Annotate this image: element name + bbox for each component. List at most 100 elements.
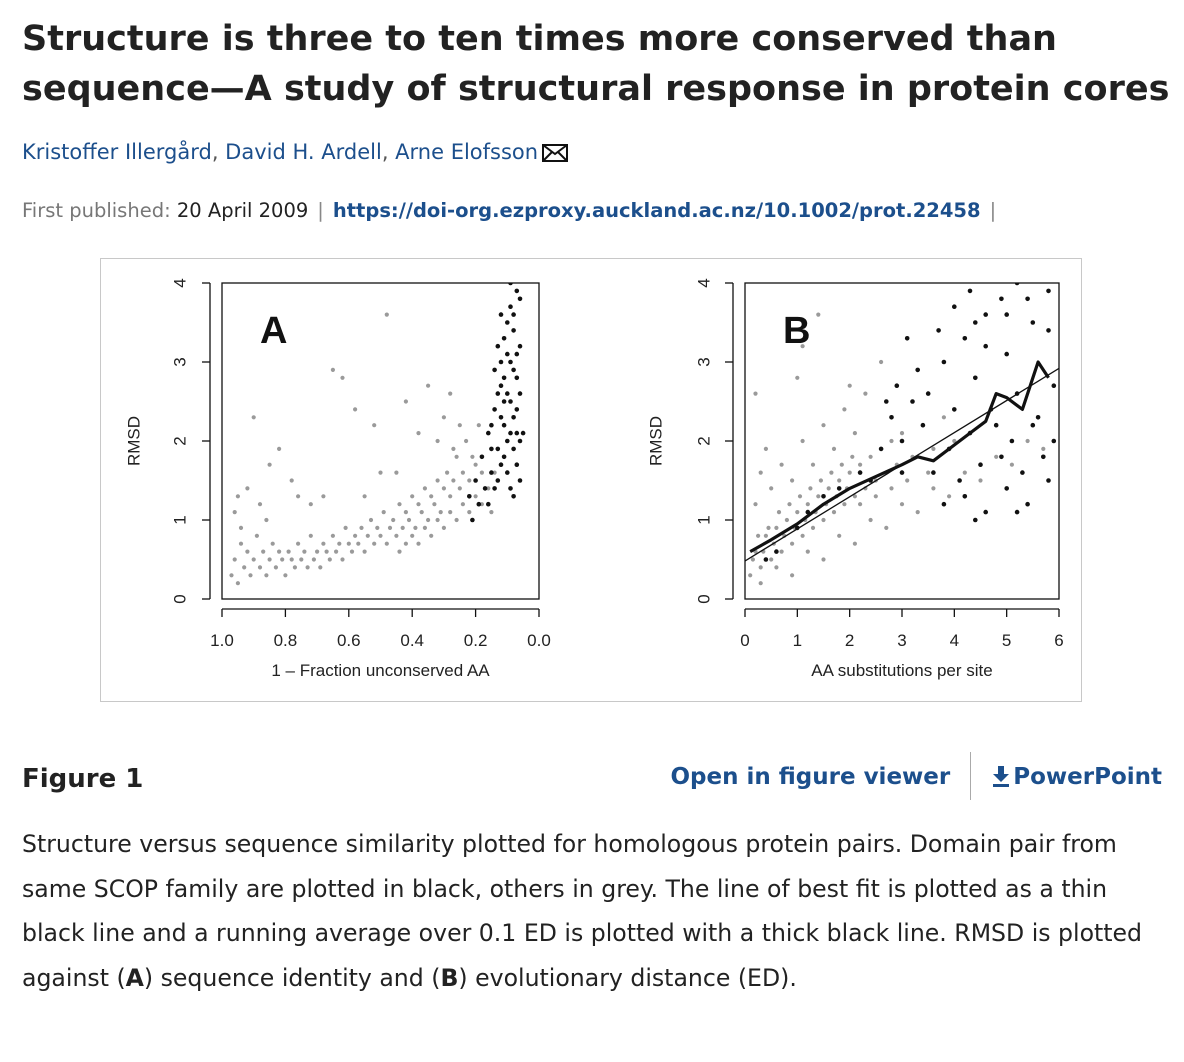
- data-point-family: [501, 422, 507, 428]
- data-point-other: [330, 533, 335, 538]
- data-point-family: [899, 438, 905, 444]
- figure-image[interactable]: A 1.0 0.8 0.6 0.4 0.2 0.0 1 – Fraction unconser…: [100, 258, 1082, 702]
- data-point-other: [839, 462, 844, 467]
- author-link[interactable]: David H. Ardell: [225, 140, 382, 164]
- data-point-other: [769, 486, 774, 491]
- data-point-other: [774, 525, 779, 530]
- data-point-other: [296, 541, 301, 546]
- data-point-family: [498, 359, 504, 365]
- data-point-family: [899, 470, 905, 475]
- data-point-other: [315, 549, 320, 554]
- data-point-family: [508, 399, 513, 404]
- x-tick-label: 0: [740, 631, 749, 650]
- data-point-family: [821, 494, 826, 499]
- data-point-other: [441, 415, 446, 420]
- author-link[interactable]: Kristoffer Illergård: [22, 140, 212, 164]
- data-point-other: [818, 478, 824, 483]
- data-point-other: [416, 431, 421, 436]
- data-point-other: [947, 494, 952, 499]
- data-point-other: [805, 502, 810, 507]
- data-point-other: [413, 525, 418, 530]
- data-point-family: [501, 375, 507, 381]
- y-tick-label: 2: [694, 436, 713, 445]
- data-point-family: [962, 494, 968, 499]
- running-average-line: [749, 360, 1050, 553]
- data-point-family: [508, 359, 513, 365]
- x-tick-label: 0.8: [274, 631, 298, 650]
- data-point-other: [821, 517, 826, 523]
- panel-label: A: [260, 310, 287, 352]
- doi-link[interactable]: https://doi-org.ezproxy.auckland.ac.nz/1…: [332, 199, 981, 222]
- data-point-other: [1025, 438, 1030, 444]
- data-point-other: [410, 533, 415, 538]
- data-point-other: [426, 383, 431, 388]
- data-point-family: [1041, 454, 1046, 460]
- data-point-family: [495, 446, 501, 452]
- data-point-family: [479, 454, 485, 460]
- data-point-other: [816, 312, 821, 317]
- data-point-family: [505, 470, 510, 475]
- data-point-other: [343, 525, 348, 530]
- x-tick-label: 2: [845, 631, 854, 650]
- data-point-other: [334, 549, 339, 554]
- data-point-other: [899, 431, 905, 436]
- data-point-other: [251, 415, 256, 420]
- data-point-family: [489, 422, 494, 428]
- data-point-other: [451, 446, 456, 451]
- data-point-other: [797, 494, 803, 499]
- data-point-family: [495, 343, 501, 349]
- data-point-family: [1030, 422, 1036, 428]
- data-point-family: [498, 415, 504, 420]
- data-point-other: [978, 478, 983, 483]
- author-link[interactable]: Arne Elofsson: [395, 140, 539, 164]
- data-point-other: [941, 415, 947, 420]
- data-point-other: [372, 541, 377, 546]
- figure-actions: Open in figure viewer PowerPoint: [670, 752, 1162, 804]
- data-point-family: [993, 422, 999, 428]
- separator: |: [317, 199, 324, 222]
- data-point-other: [905, 478, 910, 483]
- author-separator: ,: [211, 140, 226, 164]
- data-point-other: [242, 565, 247, 570]
- data-point-family: [517, 343, 523, 349]
- first-published-label: First published:: [22, 199, 171, 222]
- data-point-other: [435, 517, 440, 523]
- data-points: [745, 283, 1059, 586]
- caption-panel-ref: A: [125, 963, 144, 992]
- data-point-family: [467, 494, 472, 499]
- data-point-other: [753, 391, 758, 396]
- data-point-other: [800, 533, 805, 538]
- data-point-other: [368, 517, 374, 523]
- y-tick-label: 1: [170, 515, 189, 524]
- data-point-other: [286, 549, 291, 554]
- data-point-other: [457, 486, 462, 491]
- data-point-family: [508, 304, 513, 309]
- data-point-family: [1051, 383, 1057, 388]
- data-point-other: [296, 494, 301, 499]
- author-separator: ,: [381, 140, 396, 164]
- data-point-other: [302, 549, 307, 554]
- data-point-other: [448, 494, 453, 499]
- open-figure-viewer-link[interactable]: Open in figure viewer: [670, 764, 951, 790]
- powerpoint-link[interactable]: PowerPoint: [991, 764, 1162, 793]
- data-point-family: [925, 391, 931, 396]
- data-point-other: [235, 494, 240, 499]
- data-point-other: [763, 446, 769, 451]
- data-point-other: [403, 399, 408, 404]
- x-axis-label: AA substitutions per site: [811, 661, 992, 680]
- data-point-family: [936, 328, 941, 333]
- data-point-family: [514, 351, 520, 357]
- email-icon[interactable]: [542, 143, 569, 167]
- data-point-other: [931, 486, 936, 491]
- data-point-other: [257, 565, 263, 570]
- y-axis-label: RMSD: [124, 416, 143, 466]
- data-point-family: [1051, 438, 1057, 444]
- data-point-family: [492, 407, 497, 412]
- data-point-family: [501, 336, 507, 341]
- caption-text: ) evolutionary distance (ED).: [458, 963, 797, 992]
- data-point-other: [318, 565, 323, 570]
- data-point-other: [422, 525, 427, 530]
- data-point-other: [915, 510, 920, 515]
- data-point-family: [498, 383, 504, 388]
- data-point-other: [280, 557, 285, 562]
